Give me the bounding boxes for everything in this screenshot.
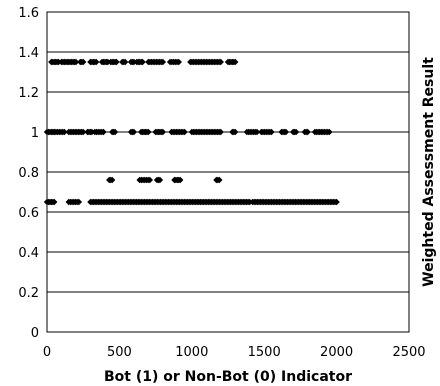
data-point xyxy=(159,58,167,66)
data-point xyxy=(80,128,87,136)
y-tick-label: 0.6 xyxy=(18,206,39,221)
data-point xyxy=(216,176,223,184)
y-tick-label: 1.4 xyxy=(18,46,39,61)
data-point xyxy=(61,128,68,136)
x-tick-label: 1500 xyxy=(248,345,281,360)
y-axis-title: Weighted Assessment Result xyxy=(421,57,437,287)
x-axis-ticks: 0 500 1000 1500 2000 2500 xyxy=(43,345,426,360)
y-tick-label: 0.4 xyxy=(18,246,39,261)
x-tick-label: 2000 xyxy=(320,345,353,360)
data-point xyxy=(326,128,333,136)
data-point xyxy=(80,58,87,66)
data-point xyxy=(217,128,224,136)
data-point xyxy=(159,128,167,136)
data-point xyxy=(145,128,152,136)
x-tick-label: 0 xyxy=(43,345,51,360)
data-point xyxy=(282,128,290,136)
data-point xyxy=(139,58,146,66)
data-point xyxy=(253,128,261,136)
data-point xyxy=(121,58,129,66)
data-point xyxy=(268,128,275,136)
x-tick-label: 1000 xyxy=(175,345,208,360)
gridlines xyxy=(47,51,409,293)
plot-frame xyxy=(46,11,410,333)
y-tick-label: 1.6 xyxy=(18,6,39,21)
y-tick-label: 1 xyxy=(31,126,39,141)
data-point xyxy=(130,128,138,136)
data-point xyxy=(156,176,164,184)
data-point xyxy=(232,128,239,136)
data-points xyxy=(43,58,340,206)
x-tick-label: 2500 xyxy=(392,345,425,360)
data-point xyxy=(333,198,340,206)
x-tick-label: 500 xyxy=(107,345,132,360)
data-point xyxy=(292,128,300,136)
data-point xyxy=(177,176,184,184)
data-point xyxy=(75,198,83,206)
data-point xyxy=(100,128,107,136)
data-point xyxy=(181,128,188,136)
data-point xyxy=(93,58,100,66)
data-point xyxy=(217,58,224,66)
y-axis-ticks: 0 0.2 0.4 0.6 0.8 1 1.2 1.4 1.6 xyxy=(18,6,39,341)
data-point xyxy=(232,58,239,66)
y-tick-label: 0.8 xyxy=(18,166,39,181)
data-point xyxy=(108,176,116,184)
data-point xyxy=(304,128,311,136)
data-point xyxy=(72,58,80,66)
data-point xyxy=(113,58,120,66)
y-tick-label: 0.2 xyxy=(18,286,39,301)
data-point xyxy=(51,198,58,206)
y-tick-label: 1.2 xyxy=(18,86,39,101)
data-point xyxy=(146,176,154,184)
data-point xyxy=(175,58,182,66)
y-tick-label: 0 xyxy=(31,326,39,341)
x-axis-title: Bot (1) or Non-Bot (0) Indicator xyxy=(104,369,352,385)
data-point xyxy=(111,128,119,136)
